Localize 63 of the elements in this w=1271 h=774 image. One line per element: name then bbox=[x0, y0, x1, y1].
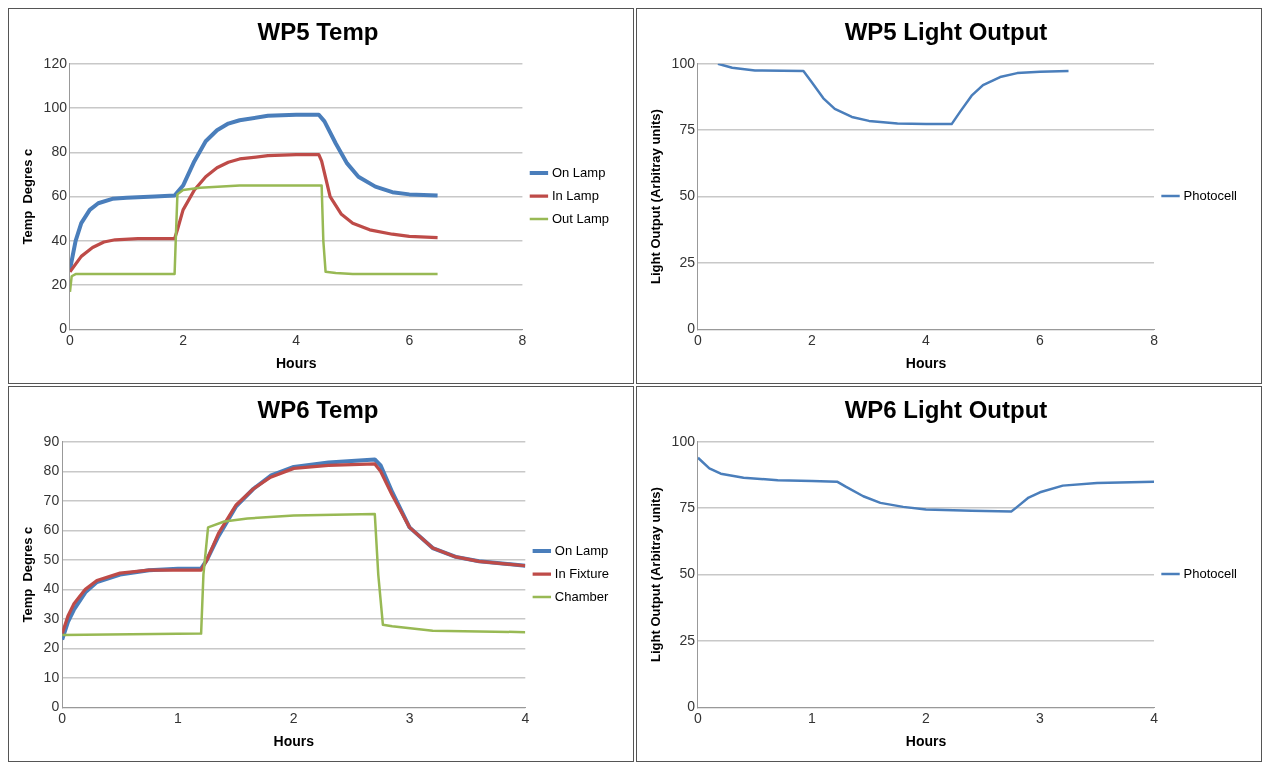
y-tick-label: 0 bbox=[687, 698, 696, 715]
x-axis-title: Hours bbox=[275, 355, 317, 372]
x-axis-title: Hours bbox=[273, 733, 315, 750]
y-tick-label: 80 bbox=[51, 143, 68, 160]
x-tick-label: 4 bbox=[1150, 709, 1159, 726]
x-tick-label: 2 bbox=[808, 331, 817, 348]
x-tick-label: 3 bbox=[1036, 709, 1045, 726]
y-tick-label: 30 bbox=[43, 609, 60, 626]
x-tick-label: 3 bbox=[405, 709, 414, 726]
legend-label: Photocell bbox=[1183, 187, 1238, 203]
x-tick-label: 2 bbox=[179, 331, 188, 348]
y-tick-label: 0 bbox=[687, 320, 696, 337]
y-tick-label: 20 bbox=[51, 275, 68, 292]
legend-label: Photocell bbox=[1183, 565, 1238, 581]
y-axis-title: Light Output (Arbitray units) bbox=[648, 487, 664, 662]
x-tick-label: 4 bbox=[521, 709, 530, 726]
legend-label: Out Lamp bbox=[551, 210, 610, 226]
y-axis-title: Temp Degres c bbox=[20, 526, 36, 623]
y-tick-label: 40 bbox=[51, 231, 68, 248]
chart-title: WP6 Temp bbox=[257, 396, 379, 424]
x-tick-label: 4 bbox=[922, 331, 931, 348]
y-tick-label: 100 bbox=[671, 432, 696, 449]
y-tick-label: 50 bbox=[679, 565, 696, 582]
legend-label: In Lamp bbox=[551, 187, 599, 203]
y-tick-label: 75 bbox=[679, 499, 696, 516]
y-tick-label: 20 bbox=[43, 639, 60, 656]
chart-title: WP5 Light Output bbox=[844, 18, 1048, 46]
y-tick-label: 60 bbox=[43, 521, 60, 538]
x-axis-title: Hours bbox=[905, 355, 947, 372]
x-tick-label: 2 bbox=[289, 709, 298, 726]
y-tick-label: 0 bbox=[51, 698, 60, 715]
y-tick-label: 75 bbox=[679, 121, 696, 138]
x-axis-title: Hours bbox=[905, 733, 947, 750]
y-tick-label: 25 bbox=[679, 631, 696, 648]
y-tick-label: 70 bbox=[43, 491, 60, 508]
y-tick-label: 50 bbox=[43, 550, 60, 567]
y-tick-label: 100 bbox=[671, 54, 696, 71]
y-tick-label: 10 bbox=[43, 668, 60, 685]
y-tick-label: 50 bbox=[679, 187, 696, 204]
x-tick-label: 1 bbox=[808, 709, 817, 726]
y-tick-label: 120 bbox=[43, 54, 68, 71]
y-tick-label: 100 bbox=[43, 98, 68, 115]
y-tick-label: 0 bbox=[59, 320, 68, 337]
legend-label: Chamber bbox=[554, 588, 609, 604]
legend-label: On Lamp bbox=[554, 542, 609, 558]
legend-label: In Fixture bbox=[554, 565, 609, 581]
x-tick-label: 8 bbox=[518, 331, 527, 348]
x-tick-label: 6 bbox=[405, 331, 414, 348]
y-tick-label: 25 bbox=[679, 253, 696, 270]
x-tick-label: 4 bbox=[292, 331, 301, 348]
x-tick-label: 2 bbox=[922, 709, 931, 726]
y-tick-label: 80 bbox=[43, 462, 60, 479]
y-tick-label: 90 bbox=[43, 432, 60, 449]
y-axis-title: Temp Degres c bbox=[20, 148, 36, 245]
y-axis-title: Light Output (Arbitray units) bbox=[648, 109, 664, 284]
x-tick-label: 1 bbox=[174, 709, 183, 726]
chart-title: WP5 Temp bbox=[257, 18, 379, 46]
x-tick-label: 6 bbox=[1036, 331, 1045, 348]
y-tick-label: 60 bbox=[51, 187, 68, 204]
legend-label: On Lamp bbox=[551, 164, 606, 180]
x-tick-label: 8 bbox=[1150, 331, 1159, 348]
chart-title: WP6 Light Output bbox=[844, 396, 1048, 424]
y-tick-label: 40 bbox=[43, 580, 60, 597]
